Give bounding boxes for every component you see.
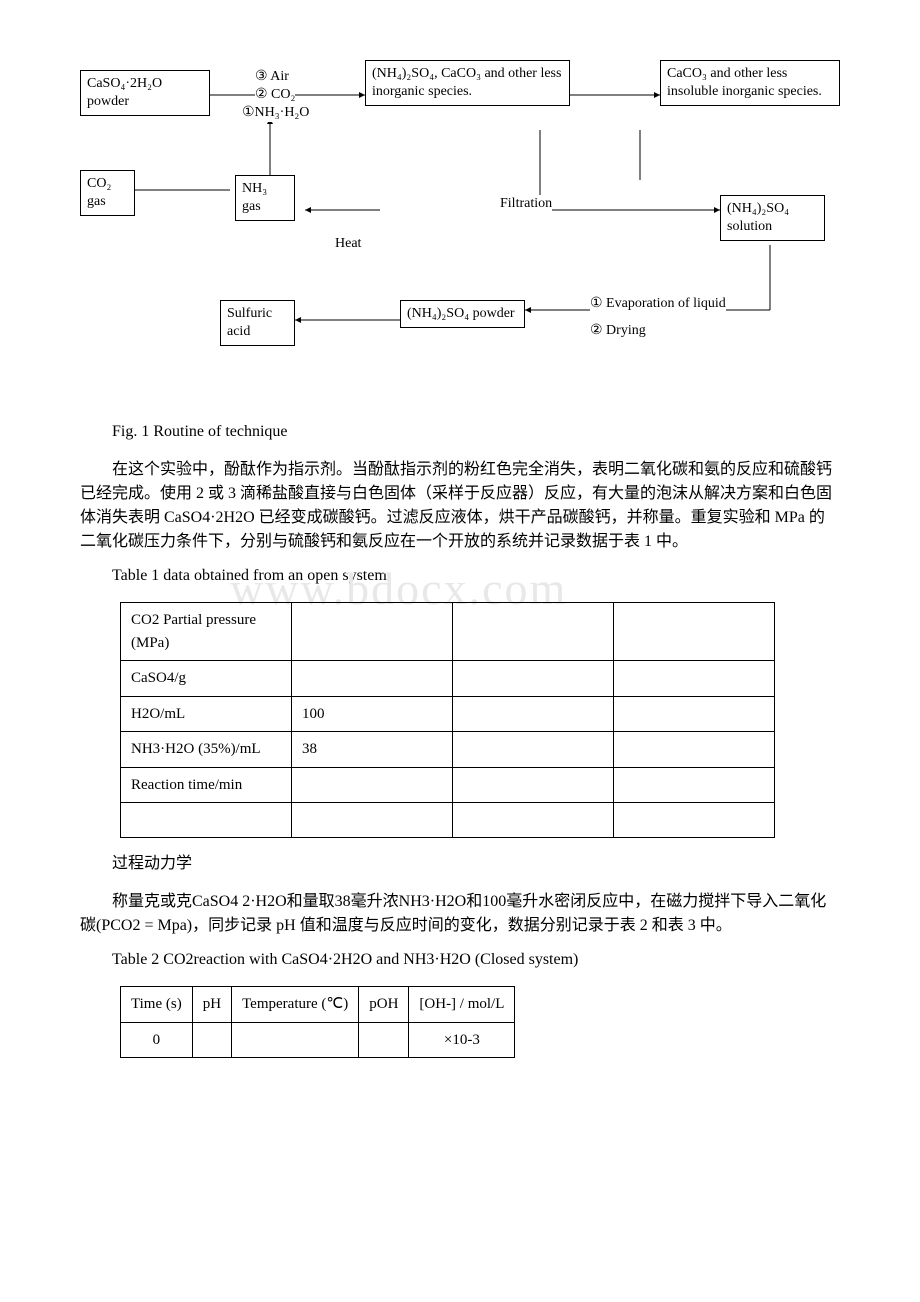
label-co2: ② CO₂ bbox=[255, 86, 295, 104]
text: (NH₄)₂SO₄ solution bbox=[727, 201, 789, 234]
table-1: CO2 Partial pressure (MPa)CaSO4/gH2O/mL1… bbox=[120, 602, 775, 838]
table-cell bbox=[614, 661, 775, 697]
table-cell bbox=[453, 603, 614, 661]
box-sulfuric-acid: Sulfuric acid bbox=[220, 300, 295, 346]
table-cell bbox=[453, 732, 614, 768]
table-header: pOH bbox=[359, 987, 409, 1023]
table2-caption: Table 2 CO2reaction with CaSO4·2H2O and … bbox=[80, 948, 840, 972]
process-diagram: CaSO₄·2H₂O powder (NH₄)₂SO₄, CaCO₃ and o… bbox=[80, 60, 840, 400]
table-cell: Reaction time/min bbox=[121, 767, 292, 803]
paragraph-1: 在这个实验中，酚酞作为指示剂。当酚酞指示剂的粉红色完全消失，表明二氧化碳和氨的反… bbox=[80, 458, 840, 554]
table-2: Time (s)pHTemperature (℃)pOH[OH-] / mol/… bbox=[120, 986, 515, 1058]
text: NH₃ gas bbox=[242, 181, 267, 214]
table-cell bbox=[292, 767, 453, 803]
table-cell: H2O/mL bbox=[121, 696, 292, 732]
table-cell bbox=[614, 603, 775, 661]
text: CaSO₄·2H₂O powder bbox=[87, 76, 162, 109]
label-filtration: Filtration bbox=[500, 195, 552, 213]
table-header: Temperature (℃) bbox=[232, 987, 359, 1023]
paragraph-2: 称量克或克CaSO4 2·H2O和量取38毫升浓NH3·H2O和100毫升水密闭… bbox=[80, 890, 840, 938]
table-cell bbox=[614, 803, 775, 838]
table-cell: 100 bbox=[292, 696, 453, 732]
table-cell: ×10-3 bbox=[409, 1022, 515, 1058]
table-cell bbox=[453, 803, 614, 838]
text: CaCO₃ and other less insoluble inorganic… bbox=[667, 66, 822, 99]
table-cell bbox=[292, 803, 453, 838]
table-cell bbox=[453, 661, 614, 697]
table-cell: CaSO4/g bbox=[121, 661, 292, 697]
table-cell bbox=[192, 1022, 231, 1058]
table-cell: NH3·H2O (35%)/mL bbox=[121, 732, 292, 768]
table-cell: 0 bbox=[121, 1022, 193, 1058]
label-drying: ② Drying bbox=[590, 322, 646, 340]
text: (NH₄)₂SO₄, CaCO₃ and other less inorgani… bbox=[372, 66, 561, 99]
box-caso4-powder: CaSO₄·2H₂O powder bbox=[80, 70, 210, 116]
figure-caption: Fig. 1 Routine of technique bbox=[80, 420, 840, 444]
table-cell: 38 bbox=[292, 732, 453, 768]
table-cell: CO2 Partial pressure (MPa) bbox=[121, 603, 292, 661]
table-cell bbox=[453, 767, 614, 803]
label-nh3h2o: ①NH₃·H₂O bbox=[242, 104, 309, 122]
text: (NH₄)₂SO₄ powder bbox=[407, 306, 515, 321]
kinetics-heading: 过程动力学 bbox=[80, 852, 840, 876]
box-intermediate: (NH₄)₂SO₄, CaCO₃ and other less inorgani… bbox=[365, 60, 570, 106]
table-cell bbox=[453, 696, 614, 732]
table-cell bbox=[292, 661, 453, 697]
text: Sulfuric acid bbox=[227, 306, 272, 339]
table-header: pH bbox=[192, 987, 231, 1023]
table-cell bbox=[614, 696, 775, 732]
label-heat: Heat bbox=[335, 235, 361, 253]
table-cell bbox=[359, 1022, 409, 1058]
box-nh4so4-powder: (NH₄)₂SO₄ powder bbox=[400, 300, 525, 328]
box-nh3-gas: NH₃ gas bbox=[235, 175, 295, 221]
box-nh4so4-solution: (NH₄)₂SO₄ solution bbox=[720, 195, 825, 241]
label-evap: ① Evaporation of liquid bbox=[590, 295, 726, 313]
box-product-solid: CaCO₃ and other less insoluble inorganic… bbox=[660, 60, 840, 106]
table-cell bbox=[232, 1022, 359, 1058]
text: CO₂ gas bbox=[87, 176, 111, 209]
table-header: [OH-] / mol/L bbox=[409, 987, 515, 1023]
table-header: Time (s) bbox=[121, 987, 193, 1023]
label-air: ③ Air bbox=[255, 68, 289, 86]
box-co2-gas: CO₂ gas bbox=[80, 170, 135, 216]
table-cell bbox=[121, 803, 292, 838]
table-cell bbox=[614, 767, 775, 803]
table1-caption: Table 1 data obtained from an open syste… bbox=[80, 564, 840, 588]
table-cell bbox=[292, 603, 453, 661]
table-cell bbox=[614, 732, 775, 768]
